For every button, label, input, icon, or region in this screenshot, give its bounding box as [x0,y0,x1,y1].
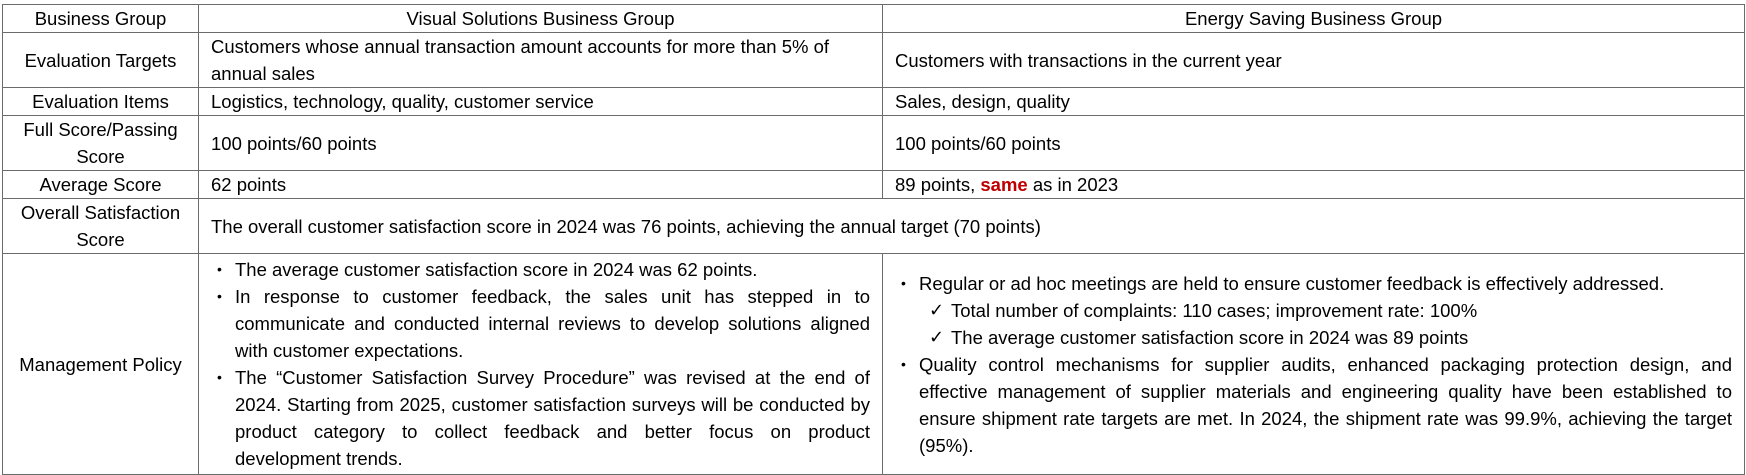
list-item: The “Customer Satisfaction Survey Proced… [205,364,870,472]
cell-vs-items: Logistics, technology, quality, customer… [198,87,883,116]
row-management-policy: Management Policy The average customer s… [2,253,1745,475]
row-evaluation-targets: Evaluation Targets Customers whose annua… [2,32,1745,88]
list-item: Regular or ad hoc meetings are held to e… [889,270,1732,297]
row-average-score: Average Score 62 points 89 points, same … [2,170,1745,199]
same-highlight: same [980,174,1028,195]
cell-overall-score: The overall customer satisfaction score … [198,198,1745,254]
cell-es-average: 89 points, same as in 2023 [882,170,1745,199]
customer-satisfaction-table: Business Group Visual Solutions Business… [2,4,1745,475]
header-business-group: Business Group [2,4,199,33]
row-label: Evaluation Targets [2,32,199,88]
cell-es-targets: Customers with transactions in the curre… [882,32,1745,88]
row-label: Evaluation Items [2,87,199,116]
cell-es-policy: Regular or ad hoc meetings are held to e… [882,253,1745,475]
cell-es-items: Sales, design, quality [882,87,1745,116]
row-label: Full Score/Passing Score [2,115,199,171]
cell-vs-score: 100 points/60 points [198,115,883,171]
row-label: Management Policy [2,253,199,475]
list-item: The average customer satisfaction score … [205,256,870,283]
row-overall-satisfaction: Overall Satisfaction Score The overall c… [2,198,1745,254]
es-average-suffix: as in 2023 [1027,174,1119,195]
row-label: Average Score [2,170,199,199]
check-item: Total number of complaints: 110 cases; i… [889,297,1732,324]
row-label: Overall Satisfaction Score [2,198,199,254]
vs-policy-list: The average customer satisfaction score … [205,256,870,472]
check-item: The average customer satisfaction score … [889,324,1732,351]
row-full-passing-score: Full Score/Passing Score 100 points/60 p… [2,115,1745,171]
cell-vs-targets: Customers whose annual transaction amoun… [198,32,883,88]
header-visual-solutions: Visual Solutions Business Group [198,4,883,33]
list-item: In response to customer feedback, the sa… [205,283,870,364]
header-energy-saving: Energy Saving Business Group [882,4,1745,33]
cell-vs-policy: The average customer satisfaction score … [198,253,883,475]
list-item: Quality control mechanisms for supplier … [889,351,1732,459]
cell-vs-average: 62 points [198,170,883,199]
row-evaluation-items: Evaluation Items Logistics, technology, … [2,87,1745,116]
cell-es-score: 100 points/60 points [882,115,1745,171]
es-policy-list: Regular or ad hoc meetings are held to e… [889,270,1732,459]
es-average-prefix: 89 points, [895,174,981,195]
header-row: Business Group Visual Solutions Business… [2,4,1745,33]
